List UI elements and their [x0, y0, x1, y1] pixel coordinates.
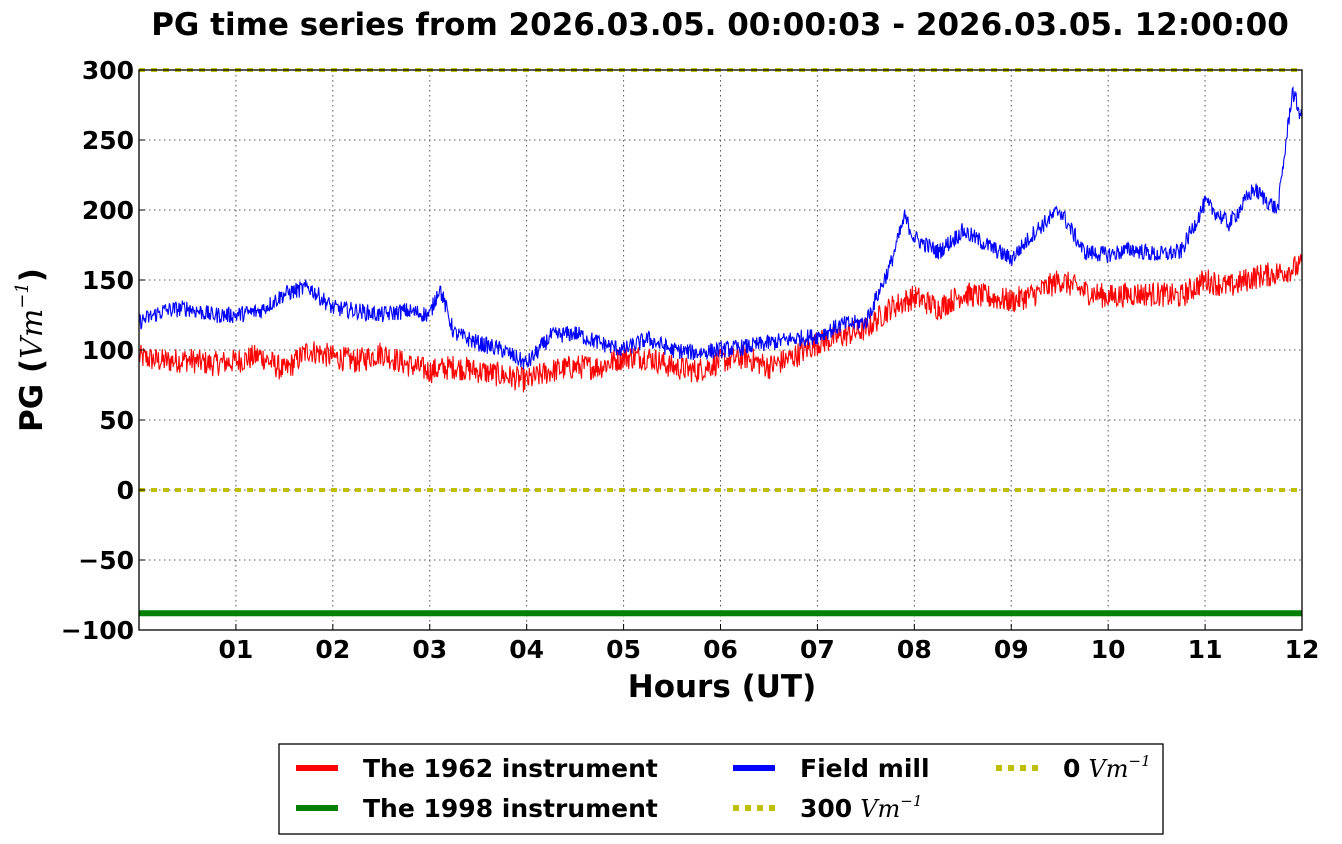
x-axis-label: Hours (UT) — [628, 669, 817, 705]
legend: The 1962 instrument The 1998 instrument … — [278, 743, 1164, 835]
y-tick-label: −50 — [78, 546, 134, 575]
x-axis-ticks: 01 02 03 04 05 06 07 08 09 10 11 12 — [219, 624, 1320, 664]
x-tick-label: 05 — [606, 635, 641, 664]
y-axis-ticks: 300 250 200 150 100 50 0 −50 −100 — [61, 56, 145, 645]
chart-title: PG time series from 2026.03.05. 00:00:03… — [151, 7, 1289, 43]
y-axis-label-close: ) — [14, 268, 50, 282]
x-tick-label: 12 — [1285, 635, 1320, 664]
y-tick-label: 100 — [82, 336, 134, 365]
legend-label-300: 300 Vm−1 — [800, 792, 922, 823]
y-axis-label-unit: Vm — [15, 309, 50, 359]
y-axis-label-exp: −1 — [12, 282, 33, 309]
x-tick-label: 08 — [897, 635, 932, 664]
x-tick-label: 03 — [412, 635, 447, 664]
x-tick-label: 02 — [315, 635, 350, 664]
legend-label-1998: The 1998 instrument — [363, 794, 658, 823]
y-tick-label: 300 — [82, 56, 134, 85]
y-tick-label: 200 — [82, 196, 134, 225]
legend-box — [278, 743, 1164, 835]
legend-label-1962: The 1962 instrument — [363, 754, 658, 783]
y-tick-label: −100 — [61, 616, 134, 645]
x-tick-label: 06 — [703, 635, 738, 664]
series-line-0 — [138, 254, 1303, 393]
legend-label-0: 0 Vm−1 — [1063, 752, 1151, 783]
y-tick-label: 0 — [117, 476, 134, 505]
x-tick-label: 04 — [509, 635, 544, 664]
x-tick-label: 11 — [1188, 635, 1223, 664]
series-line-2 — [138, 86, 1303, 370]
x-tick-label: 09 — [994, 635, 1029, 664]
y-tick-label: 250 — [82, 126, 134, 155]
y-tick-label: 50 — [99, 406, 134, 435]
x-tick-label: 01 — [219, 635, 254, 664]
legend-label-field-mill: Field mill — [800, 754, 930, 783]
svg-text:PG (Vm−1): PG (Vm−1) — [12, 268, 50, 432]
y-tick-label: 150 — [82, 266, 134, 295]
x-tick-label: 07 — [800, 635, 835, 664]
y-axis-label: PG (Vm−1) — [12, 268, 50, 432]
x-tick-label: 10 — [1091, 635, 1126, 664]
y-axis-label-text: PG ( — [14, 359, 50, 432]
